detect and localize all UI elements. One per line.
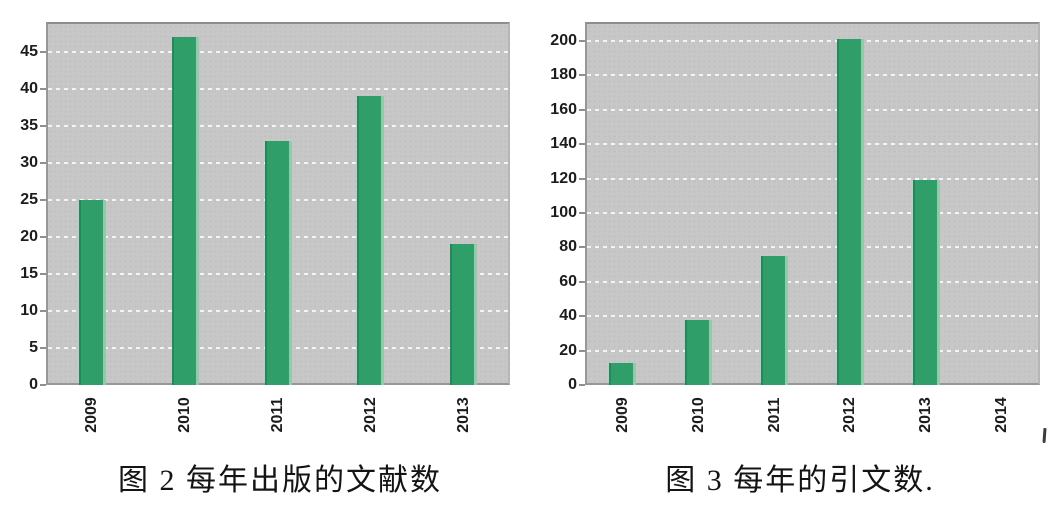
y-tick-mark: [40, 88, 46, 90]
y-tick-mark: [40, 125, 46, 127]
gridline: [587, 212, 1038, 214]
y-tick-mark: [40, 236, 46, 238]
y-tick-mark: [579, 40, 585, 42]
y-tick-mark: [40, 51, 46, 53]
y-tick-mark: [40, 347, 46, 349]
y-tick-label: 30: [20, 154, 38, 171]
bar: [836, 39, 864, 385]
y-tick-label: 0: [568, 376, 577, 393]
y-tick-label: 140: [550, 135, 577, 152]
y-tick-label: 5: [29, 339, 38, 356]
y-tick-label: 0: [29, 376, 38, 393]
bar: [264, 140, 292, 385]
gridline: [587, 246, 1038, 248]
y-tick-mark: [579, 74, 585, 76]
y-tick-label: 180: [550, 66, 577, 83]
y-tick-label: 160: [550, 101, 577, 118]
bar: [609, 362, 637, 385]
y-tick-label: 200: [550, 32, 577, 49]
y-tick-mark: [40, 310, 46, 312]
gridline: [587, 315, 1038, 317]
bar: [912, 180, 940, 385]
gridline: [587, 350, 1038, 352]
y-tick-mark: [579, 109, 585, 111]
figure-3-caption: 图 3 每年的引文数.: [665, 464, 935, 497]
gridline: [48, 125, 508, 127]
gridline: [48, 51, 508, 53]
y-tick-mark: [579, 212, 585, 214]
y-tick-mark: [579, 281, 585, 283]
y-tick-label: 25: [20, 191, 38, 208]
y-tick-label: 35: [20, 117, 38, 134]
y-tick-mark: [579, 315, 585, 317]
bar: [450, 244, 478, 385]
y-tick-mark: [579, 350, 585, 352]
bar: [357, 96, 385, 385]
plot-area: [585, 22, 1040, 385]
y-tick-label: 100: [550, 204, 577, 221]
y-tick-label: 80: [559, 238, 577, 255]
y-tick-mark: [40, 384, 46, 386]
y-tick-mark: [40, 273, 46, 275]
y-tick-label: 60: [559, 273, 577, 290]
x-tick-label: 2011: [765, 397, 783, 433]
bar: [171, 36, 199, 385]
gridline: [587, 109, 1038, 111]
y-tick-mark: [579, 384, 585, 386]
gridline: [587, 178, 1038, 180]
bar: [78, 199, 106, 385]
gridline: [587, 143, 1038, 145]
gridline: [587, 74, 1038, 76]
y-tick-mark: [40, 199, 46, 201]
y-tick-label: 40: [20, 80, 38, 97]
figure-2-caption: 图 2 每年出版的文献数: [118, 464, 442, 497]
y-tick-label: 20: [20, 228, 38, 245]
x-tick-label: 2014: [993, 397, 1011, 433]
gridline: [587, 40, 1038, 42]
y-tick-label: 45: [20, 43, 38, 60]
x-tick-label: 2010: [689, 397, 707, 433]
y-tick-label: 20: [559, 342, 577, 359]
y-tick-mark: [579, 246, 585, 248]
gridline: [48, 88, 508, 90]
y-tick-mark: [579, 178, 585, 180]
x-tick-label: 2009: [613, 397, 631, 433]
y-tick-label: 15: [20, 265, 38, 282]
gridline: [587, 281, 1038, 283]
x-tick-label: 2013: [917, 397, 935, 433]
y-tick-label: 10: [20, 302, 38, 319]
y-tick-label: 120: [550, 170, 577, 187]
x-tick-label: 2012: [841, 397, 859, 433]
y-tick-mark: [579, 143, 585, 145]
y-tick-label: 40: [559, 307, 577, 324]
y-tick-mark: [40, 162, 46, 164]
bar: [685, 319, 713, 385]
bar: [761, 256, 789, 385]
